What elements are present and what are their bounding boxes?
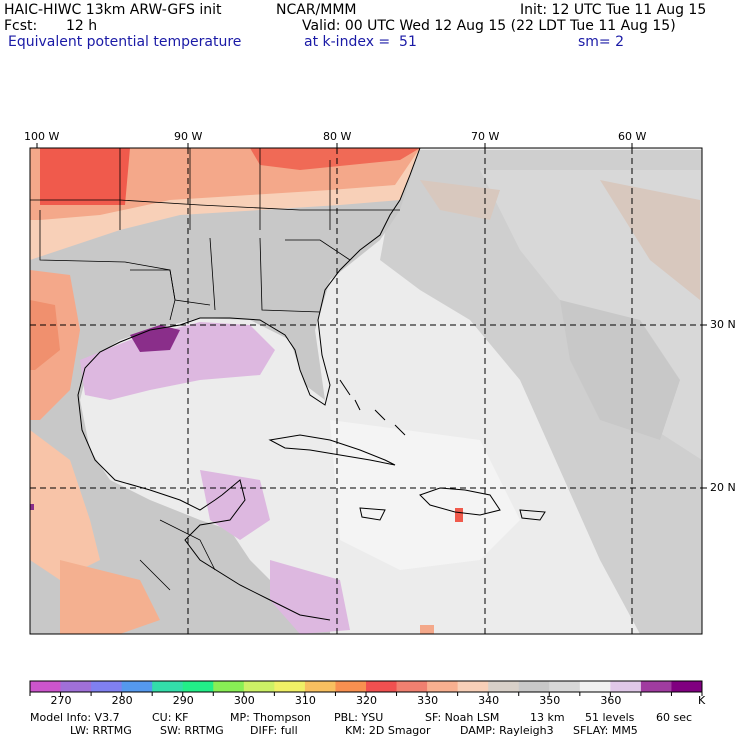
legend-swatch <box>457 681 489 692</box>
forecast-hours: 12 h <box>66 18 98 34</box>
legend-unit: K <box>698 694 706 707</box>
microphysics-scheme: MP: Thompson <box>230 711 311 724</box>
valid-time: Valid: 00 UTC Wed 12 Aug 15 (22 LDT Tue … <box>302 18 676 34</box>
legend-swatch <box>30 681 62 692</box>
color-legend <box>29 680 703 696</box>
longwave-scheme: LW: RRTMG <box>70 724 132 737</box>
diffusion-option: DIFF: full <box>250 724 298 737</box>
legend-swatch <box>182 681 214 692</box>
legend-label: 280 <box>111 694 133 707</box>
legend-label: 290 <box>172 694 194 707</box>
legend-label: 330 <box>417 694 439 707</box>
legend-swatch <box>213 681 245 692</box>
legend-swatch <box>610 681 642 692</box>
legend-swatch <box>396 681 428 692</box>
surface-scheme: SF: Noah LSM <box>425 711 500 724</box>
legend-swatch <box>488 681 520 692</box>
legend-label: 300 <box>233 694 255 707</box>
lon-label-90w: 90 W <box>174 130 203 143</box>
org-label: NCAR/MMM <box>276 2 357 18</box>
lon-label-80w: 80 W <box>323 130 352 143</box>
legend-label: 320 <box>356 694 377 707</box>
legend-swatch <box>91 681 123 692</box>
surface-layer-option: SFLAY: MM5 <box>573 724 638 737</box>
legend-label: 350 <box>539 694 561 707</box>
legend-swatch <box>243 681 275 692</box>
legend-swatch <box>366 681 398 692</box>
legend-label: 310 <box>294 694 316 707</box>
model-info: Model Info: V3.7 <box>30 711 120 724</box>
legend-swatch <box>121 681 153 692</box>
legend-label: 340 <box>478 694 500 707</box>
legend-swatch <box>335 681 367 692</box>
legend-swatch <box>518 681 550 692</box>
legend-swatch <box>304 681 336 692</box>
lat-label-30n: 30 N <box>710 318 736 331</box>
legend-swatch <box>152 681 184 692</box>
legend-swatch <box>549 681 581 692</box>
coastlines <box>77 148 546 621</box>
legend-swatch <box>671 681 703 692</box>
vertical-levels: 51 levels <box>585 711 635 724</box>
km-option: KM: 2D Smagor <box>345 724 431 737</box>
graticule <box>30 148 702 634</box>
model-title: HAIC-HIWC 13km ARW-GFS init <box>4 2 222 18</box>
legend-swatch <box>640 681 672 692</box>
legend-swatch <box>60 681 92 692</box>
time-step: 60 sec <box>656 711 693 724</box>
legend-swatch <box>274 681 306 692</box>
forecast-label: Fcst: <box>4 18 38 34</box>
pbl-scheme: PBL: YSU <box>334 711 384 724</box>
cumulus-scheme: CU: KF <box>152 711 189 724</box>
political-borders <box>30 148 400 591</box>
damping-option: DAMP: Rayleigh3 <box>460 724 554 737</box>
field-shading <box>30 148 702 634</box>
field-name: Equivalent potential temperature <box>8 34 242 50</box>
legend-swatch <box>579 681 611 692</box>
init-time: Init: 12 UTC Tue 11 Aug 15 <box>520 2 707 18</box>
lat-label-20n: 20 N <box>710 481 736 494</box>
legend-label: 360 <box>600 694 622 707</box>
shortwave-scheme: SW: RRTMG <box>160 724 224 737</box>
map-frame <box>29 147 703 635</box>
grid-spacing: 13 km <box>530 711 565 724</box>
lon-label-70w: 70 W <box>471 130 500 143</box>
level-index: at k-index = 51 <box>304 34 417 50</box>
legend-swatch <box>427 681 459 692</box>
tick-marks <box>36 143 707 489</box>
smoothing-value: sm= 2 <box>578 34 625 50</box>
lon-label-60w: 60 W <box>618 130 647 143</box>
lon-label-100w: 100 W <box>24 130 60 143</box>
legend-label: 270 <box>50 694 72 707</box>
